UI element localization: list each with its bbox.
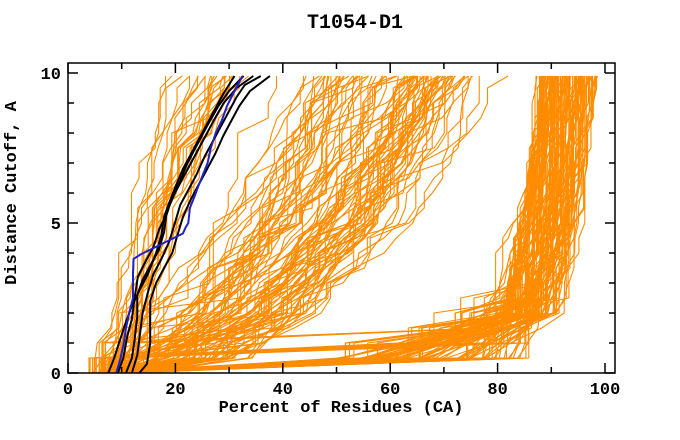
y-tick-label: 0 [51, 366, 61, 385]
y-tick-label: 5 [51, 216, 61, 235]
model-curve [114, 75, 547, 373]
x-tick-label: 20 [165, 381, 185, 400]
plot-frame [67, 62, 616, 374]
black-model-4-curve [130, 75, 262, 373]
model-curve [119, 76, 206, 373]
black-model-3-curve [125, 75, 254, 373]
model-curve [95, 75, 330, 373]
model-curve [102, 76, 556, 373]
model-curve [147, 75, 440, 373]
model-curve [104, 75, 509, 373]
model-curve [97, 75, 315, 373]
model-curve [116, 75, 473, 373]
model-curve [105, 76, 387, 373]
model-curve [124, 76, 556, 373]
model-curve [108, 75, 340, 373]
axes-frame [67, 62, 616, 374]
model-curve [105, 75, 325, 373]
x-tick-label: 0 [63, 381, 73, 400]
model-curve [98, 75, 190, 373]
model-curve [138, 75, 369, 373]
model-curve [94, 76, 591, 373]
model-curve [108, 76, 580, 373]
chart-title: T1054-D1 [307, 12, 403, 35]
model-curve [116, 76, 278, 373]
y-tick-label: 10 [41, 66, 61, 85]
model-curve [118, 75, 226, 373]
model-curve [110, 75, 597, 373]
model-curve [107, 75, 551, 373]
model-curve [93, 75, 582, 373]
tick-labels-group: 0 20 40 60 80 100 0 5 10 [41, 66, 621, 400]
model-curve [111, 76, 567, 373]
model-curve [111, 75, 582, 373]
y-axis-label: Distance Cutoff, A [3, 100, 22, 284]
model-curve [93, 75, 544, 373]
model-curve [136, 75, 426, 373]
model-curve [108, 76, 213, 373]
black-model-5-curve [138, 75, 271, 373]
ensemble-curves-group [88, 75, 599, 373]
model-curve [138, 75, 454, 373]
model-curve [130, 75, 466, 373]
model-curve [147, 75, 383, 373]
model-curve [112, 75, 320, 373]
model-curve [93, 76, 555, 373]
model-curve [146, 75, 446, 373]
blue-model-curve [115, 75, 244, 373]
model-curve [98, 75, 472, 373]
x-tick-label: 40 [273, 381, 293, 400]
model-curve [101, 75, 446, 373]
x-tick-label: 100 [590, 381, 621, 400]
model-curve [105, 75, 580, 373]
model-curve [130, 75, 414, 373]
model-curve [132, 75, 329, 373]
model-curve [132, 75, 438, 373]
model-curve [115, 76, 567, 373]
model-curve [93, 76, 570, 373]
model-curve [109, 75, 542, 373]
model-curve [100, 76, 167, 373]
x-tick-label: 80 [487, 381, 507, 400]
model-curve [104, 75, 345, 373]
model-curve [108, 76, 225, 373]
x-axis-label: Percent of Residues (CA) [219, 399, 464, 418]
model-curve [117, 75, 341, 373]
x-tick-label: 60 [380, 381, 400, 400]
model-curve [125, 75, 440, 373]
model-curve [131, 75, 453, 373]
model-curve [147, 75, 408, 373]
highlighted-curves-group [107, 75, 271, 373]
model-curve [142, 75, 439, 373]
model-curve [108, 76, 547, 373]
model-curve [121, 75, 241, 373]
model-curve [128, 75, 415, 373]
model-curve [145, 76, 480, 373]
model-curve [123, 75, 418, 373]
model-curve [124, 75, 452, 373]
